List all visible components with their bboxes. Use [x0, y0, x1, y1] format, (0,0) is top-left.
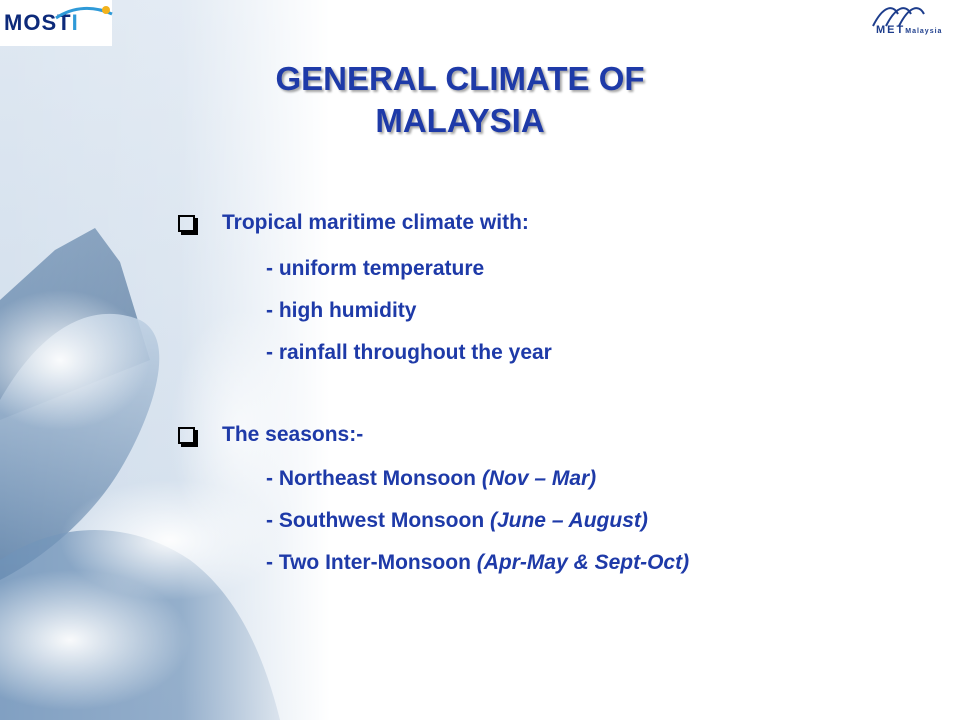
list-item: - Northeast Monsoon (Nov – Mar) [266, 467, 597, 490]
slide-title-line-1: GENERAL CLIMATE OF [275, 60, 645, 97]
met-malaysia-logo: METMalaysia [858, 0, 960, 48]
list-item: - Southwest Monsoon (June – August) [266, 509, 648, 532]
mosti-logo-wordmark: MOSTI [4, 10, 79, 35]
mosti-logo: MOSTI [0, 0, 113, 46]
section-heading: Tropical maritime climate with: [222, 211, 529, 234]
list-item: - uniform temperature [266, 257, 485, 280]
square-bullet-icon [178, 215, 195, 232]
met-malaysia-logo-mark [872, 7, 925, 27]
slide-title-line-2: MALAYSIA [375, 102, 545, 139]
section-heading: The seasons:- [222, 423, 364, 446]
slide-title: GENERAL CLIMATE OF MALAYSIA [160, 58, 760, 142]
list-item: - high humidity [266, 299, 417, 322]
square-bullet-icon [178, 427, 195, 444]
list-item: - Two Inter-Monsoon (Apr-May & Sept-Oct) [266, 551, 690, 574]
mosti-logo-swoosh [55, 6, 113, 20]
list-item: - rainfall throughout the year [266, 341, 552, 364]
met-malaysia-wordmark: METMalaysia [876, 24, 943, 36]
